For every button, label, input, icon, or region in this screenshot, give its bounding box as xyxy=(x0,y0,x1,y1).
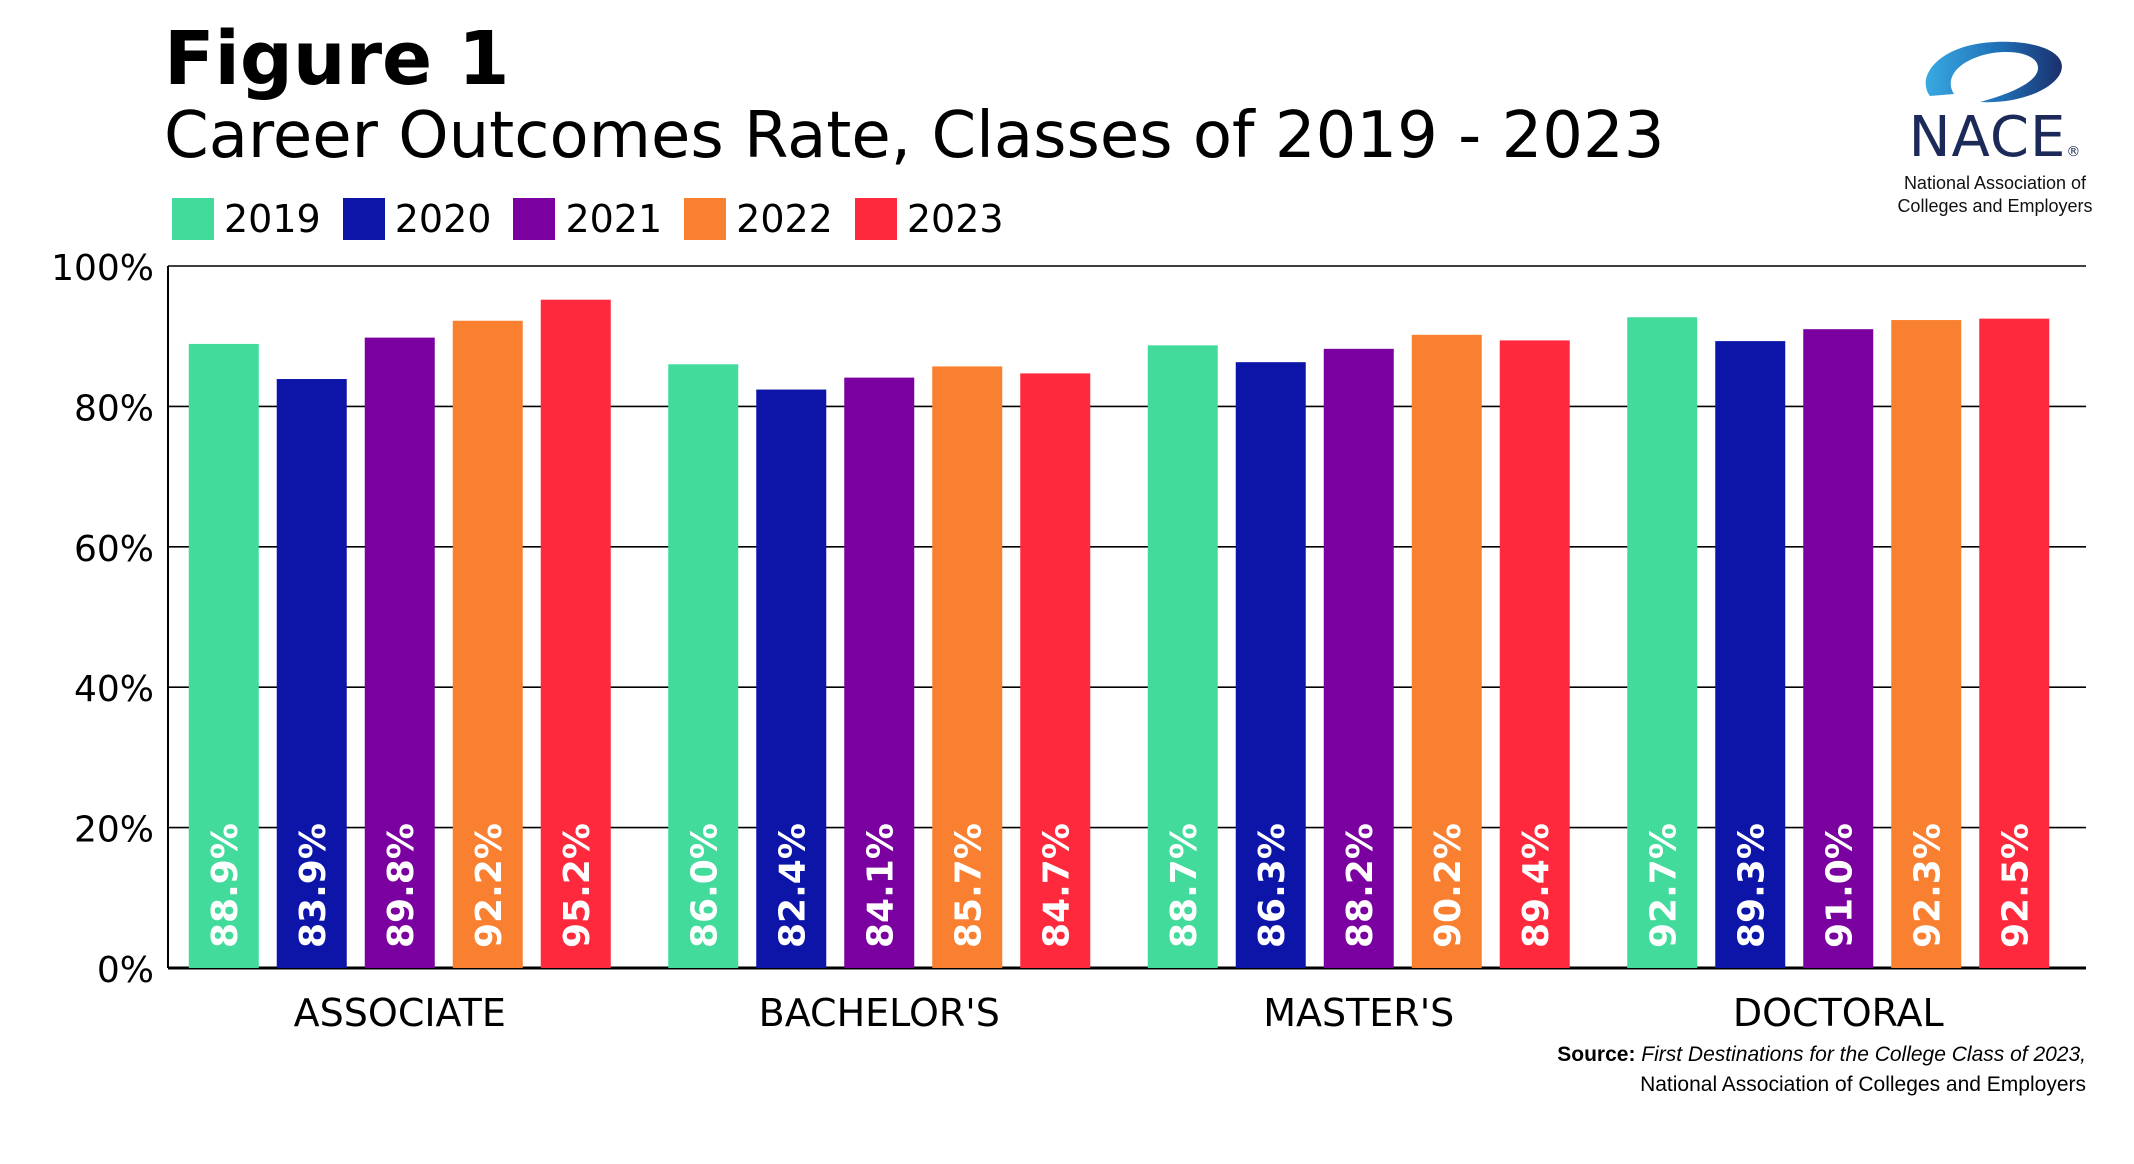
x-category-label: DOCTORAL xyxy=(1733,991,1944,1035)
bar-value-label: 82.4% xyxy=(772,823,813,948)
legend-item-2020: 2020 xyxy=(342,197,492,241)
source-note: Source: First Destinations for the Colle… xyxy=(1557,1040,2086,1101)
bar-value-label: 89.3% xyxy=(1731,823,1772,948)
legend-item-2019: 2019 xyxy=(172,198,321,240)
legend-swatch-2020 xyxy=(342,198,385,240)
bar-2021-1 xyxy=(844,377,915,968)
chart-title: Career Outcomes Rate, Classes of 2019 - … xyxy=(164,99,1665,173)
bar-2023-1 xyxy=(1020,373,1091,968)
legend-label-2019: 2019 xyxy=(224,197,321,241)
bar-value-label: 85.7% xyxy=(948,823,989,948)
bar-2020-3 xyxy=(1715,341,1786,968)
legend-swatch-2019 xyxy=(172,198,214,240)
y-tick-label: 40% xyxy=(74,669,154,710)
nace-wordmark: NACE® xyxy=(1880,110,2110,166)
bar-value-label: 88.7% xyxy=(1164,823,1205,948)
legend-swatch-2021 xyxy=(513,198,556,240)
bar-2021-2 xyxy=(1323,348,1394,968)
bar-value-label: 89.8% xyxy=(381,823,422,948)
bar-value-label: 83.9% xyxy=(293,823,334,948)
bar-value-label: 95.2% xyxy=(557,823,598,948)
figure-label: Figure 1 xyxy=(164,16,510,102)
bar-2019-1 xyxy=(668,364,739,968)
bar-2023-3 xyxy=(1979,318,2050,968)
legend-label-2023: 2023 xyxy=(906,197,1004,241)
bar-value-label: 89.4% xyxy=(1516,823,1557,948)
axis-layer: 0% 20% 40% 60% 80% 100% ASSOCIATE BACHELOR'S MAS… xyxy=(51,248,1944,1035)
nace-swoosh-icon xyxy=(1925,41,2062,103)
y-tick-label: 60% xyxy=(74,529,154,570)
bar-2023-2 xyxy=(1499,340,1570,968)
nace-tagline: National Association of Colleges and Emp… xyxy=(1880,172,2110,217)
bar-value-label: 86.3% xyxy=(1252,823,1293,948)
y-tick-label: 20% xyxy=(74,810,154,851)
x-category-label: MASTER'S xyxy=(1263,991,1454,1035)
bar-2023-0 xyxy=(540,299,611,968)
source-line1: Source: First Destinations for the Colle… xyxy=(1557,1040,2086,1070)
legend-item-2023: 2023 xyxy=(854,197,1004,241)
bar-value-label: 92.5% xyxy=(1995,823,2036,948)
registered-mark: ® xyxy=(2066,144,2082,160)
bar-2019-3 xyxy=(1627,317,1698,969)
legend: 2019 2020 2021 2022 2023 xyxy=(172,195,1026,243)
legend-item-2022: 2022 xyxy=(684,198,833,240)
legend-item-2021: 2021 xyxy=(513,198,662,240)
source-org: National Association of Colleges and Emp… xyxy=(1640,1073,2086,1097)
y-tick-label: 100% xyxy=(51,248,154,289)
bar-2021-3 xyxy=(1803,329,1874,968)
bar-value-label: 88.9% xyxy=(205,823,246,948)
bar-2021-0 xyxy=(364,337,435,968)
bar-2020-0 xyxy=(276,379,347,969)
legend-label-2021: 2021 xyxy=(565,197,663,241)
bar-value-label: 90.2% xyxy=(1428,823,1469,948)
legend-label-2020: 2020 xyxy=(394,197,492,241)
nace-tagline-line1: National Association of xyxy=(1903,173,2087,193)
legend-label-2022: 2022 xyxy=(736,197,833,241)
bar-value-label: 91.0% xyxy=(1819,823,1860,948)
y-tick-label: 80% xyxy=(74,388,154,429)
bar-2022-1 xyxy=(932,366,1003,968)
bar-value-label: 92.7% xyxy=(1643,823,1684,948)
source-label: Source: xyxy=(1557,1043,1636,1066)
bar-value-label: 84.1% xyxy=(860,823,901,948)
bar-2022-2 xyxy=(1411,334,1482,968)
bar-2019-2 xyxy=(1147,345,1218,968)
nace-wordmark-text: NACE xyxy=(1908,105,2067,170)
legend-swatch-2022 xyxy=(684,198,727,240)
legend-swatch-2023 xyxy=(854,198,897,240)
bar-2020-2 xyxy=(1235,362,1306,968)
bars-layer: 88.9% 83.9% 89.8% 92.2% 95.2% 86.0% 82.4% 84.1%… xyxy=(188,299,2050,969)
bar-value-label: 86.0% xyxy=(684,823,725,948)
bar-2020-1 xyxy=(756,389,827,968)
bar-value-label: 88.2% xyxy=(1340,823,1381,948)
bar-2019-0 xyxy=(188,343,259,968)
bar-value-label: 92.3% xyxy=(1907,823,1948,948)
y-tick-label: 0% xyxy=(97,950,154,991)
x-category-label: BACHELOR'S xyxy=(759,991,1000,1035)
bar-2022-3 xyxy=(1891,320,1962,969)
bar-value-label: 84.7% xyxy=(1036,823,1077,948)
bar-2022-0 xyxy=(452,320,523,969)
x-category-label: ASSOCIATE xyxy=(294,991,506,1035)
nace-tagline-line2: Colleges and Employers xyxy=(1897,195,2093,216)
source-title: First Destinations for the College Class… xyxy=(1641,1043,2086,1066)
nace-logo: NACE® National Association of Colleges a… xyxy=(1880,34,2110,224)
bar-value-label: 92.2% xyxy=(469,823,510,948)
